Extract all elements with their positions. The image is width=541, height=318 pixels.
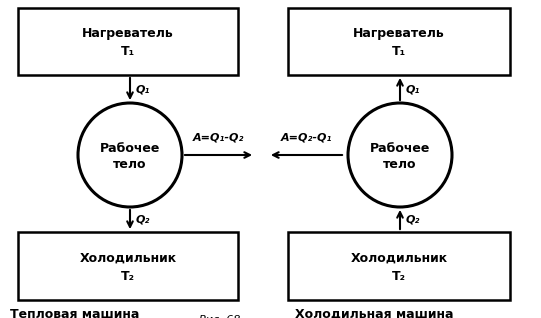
Text: Q₁: Q₁ bbox=[406, 84, 420, 94]
Circle shape bbox=[78, 103, 182, 207]
Text: Нагреватель: Нагреватель bbox=[353, 27, 445, 40]
Text: T₁: T₁ bbox=[121, 45, 135, 58]
Bar bbox=[18, 232, 238, 300]
Bar bbox=[288, 232, 510, 300]
Text: Холодильная машина: Холодильная машина bbox=[295, 308, 453, 318]
Text: Холодильник: Холодильник bbox=[351, 252, 447, 265]
Text: A=Q₁-Q₂: A=Q₁-Q₂ bbox=[192, 133, 243, 143]
Circle shape bbox=[348, 103, 452, 207]
Text: Рис. 68: Рис. 68 bbox=[199, 315, 241, 318]
Text: Q₁: Q₁ bbox=[136, 84, 150, 94]
Text: тело: тело bbox=[383, 157, 417, 170]
Text: Холодильник: Холодильник bbox=[80, 252, 176, 265]
Text: Рабочее: Рабочее bbox=[100, 142, 160, 155]
Text: T₂: T₂ bbox=[392, 269, 406, 282]
Text: Нагреватель: Нагреватель bbox=[82, 27, 174, 40]
Text: T₁: T₁ bbox=[392, 45, 406, 58]
Text: T₂: T₂ bbox=[121, 269, 135, 282]
Text: A=Q₂-Q₁: A=Q₂-Q₁ bbox=[280, 133, 332, 143]
Bar bbox=[288, 8, 510, 75]
Text: Рабочее: Рабочее bbox=[370, 142, 430, 155]
Text: Q₂: Q₂ bbox=[136, 214, 150, 224]
Bar bbox=[18, 8, 238, 75]
Text: тело: тело bbox=[113, 157, 147, 170]
Text: Q₂: Q₂ bbox=[406, 214, 420, 224]
Text: Тепловая машина: Тепловая машина bbox=[10, 308, 140, 318]
